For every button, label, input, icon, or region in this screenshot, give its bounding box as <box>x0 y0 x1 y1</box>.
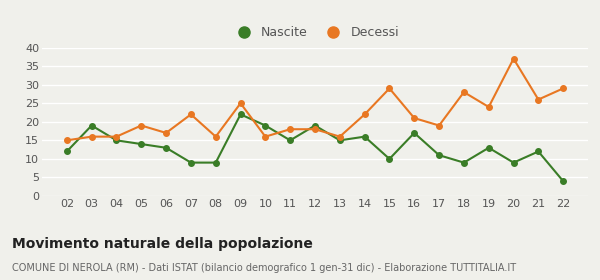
Text: COMUNE DI NEROLA (RM) - Dati ISTAT (bilancio demografico 1 gen-31 dic) - Elabora: COMUNE DI NEROLA (RM) - Dati ISTAT (bila… <box>12 263 516 273</box>
Decessi <box>113 135 120 138</box>
Line: Decessi: Decessi <box>64 56 566 143</box>
Nascite <box>436 153 443 157</box>
Decessi <box>212 135 220 138</box>
Decessi <box>336 135 343 138</box>
Nascite <box>410 131 418 135</box>
Nascite <box>336 139 343 142</box>
Nascite <box>535 150 542 153</box>
Nascite <box>485 146 493 150</box>
Nascite <box>63 150 70 153</box>
Decessi <box>187 113 194 116</box>
Decessi <box>311 128 319 131</box>
Decessi <box>560 87 567 90</box>
Decessi <box>460 90 467 94</box>
Decessi <box>361 113 368 116</box>
Decessi <box>63 139 70 142</box>
Nascite <box>137 143 145 146</box>
Nascite <box>386 157 393 161</box>
Nascite <box>113 139 120 142</box>
Nascite <box>560 179 567 183</box>
Nascite <box>88 124 95 127</box>
Decessi <box>436 124 443 127</box>
Decessi <box>535 98 542 101</box>
Nascite <box>287 139 294 142</box>
Nascite <box>361 135 368 138</box>
Nascite <box>212 161 220 164</box>
Legend: Nascite, Decessi: Nascite, Decessi <box>226 21 404 44</box>
Nascite <box>237 113 244 116</box>
Text: Movimento naturale della popolazione: Movimento naturale della popolazione <box>12 237 313 251</box>
Nascite <box>510 161 517 164</box>
Decessi <box>262 135 269 138</box>
Nascite <box>262 124 269 127</box>
Decessi <box>163 131 170 135</box>
Decessi <box>510 57 517 60</box>
Nascite <box>187 161 194 164</box>
Nascite <box>311 124 319 127</box>
Decessi <box>287 128 294 131</box>
Decessi <box>237 102 244 105</box>
Nascite <box>163 146 170 150</box>
Decessi <box>386 87 393 90</box>
Nascite <box>460 161 467 164</box>
Decessi <box>410 116 418 120</box>
Decessi <box>485 105 493 109</box>
Decessi <box>88 135 95 138</box>
Line: Nascite: Nascite <box>64 112 566 184</box>
Decessi <box>137 124 145 127</box>
